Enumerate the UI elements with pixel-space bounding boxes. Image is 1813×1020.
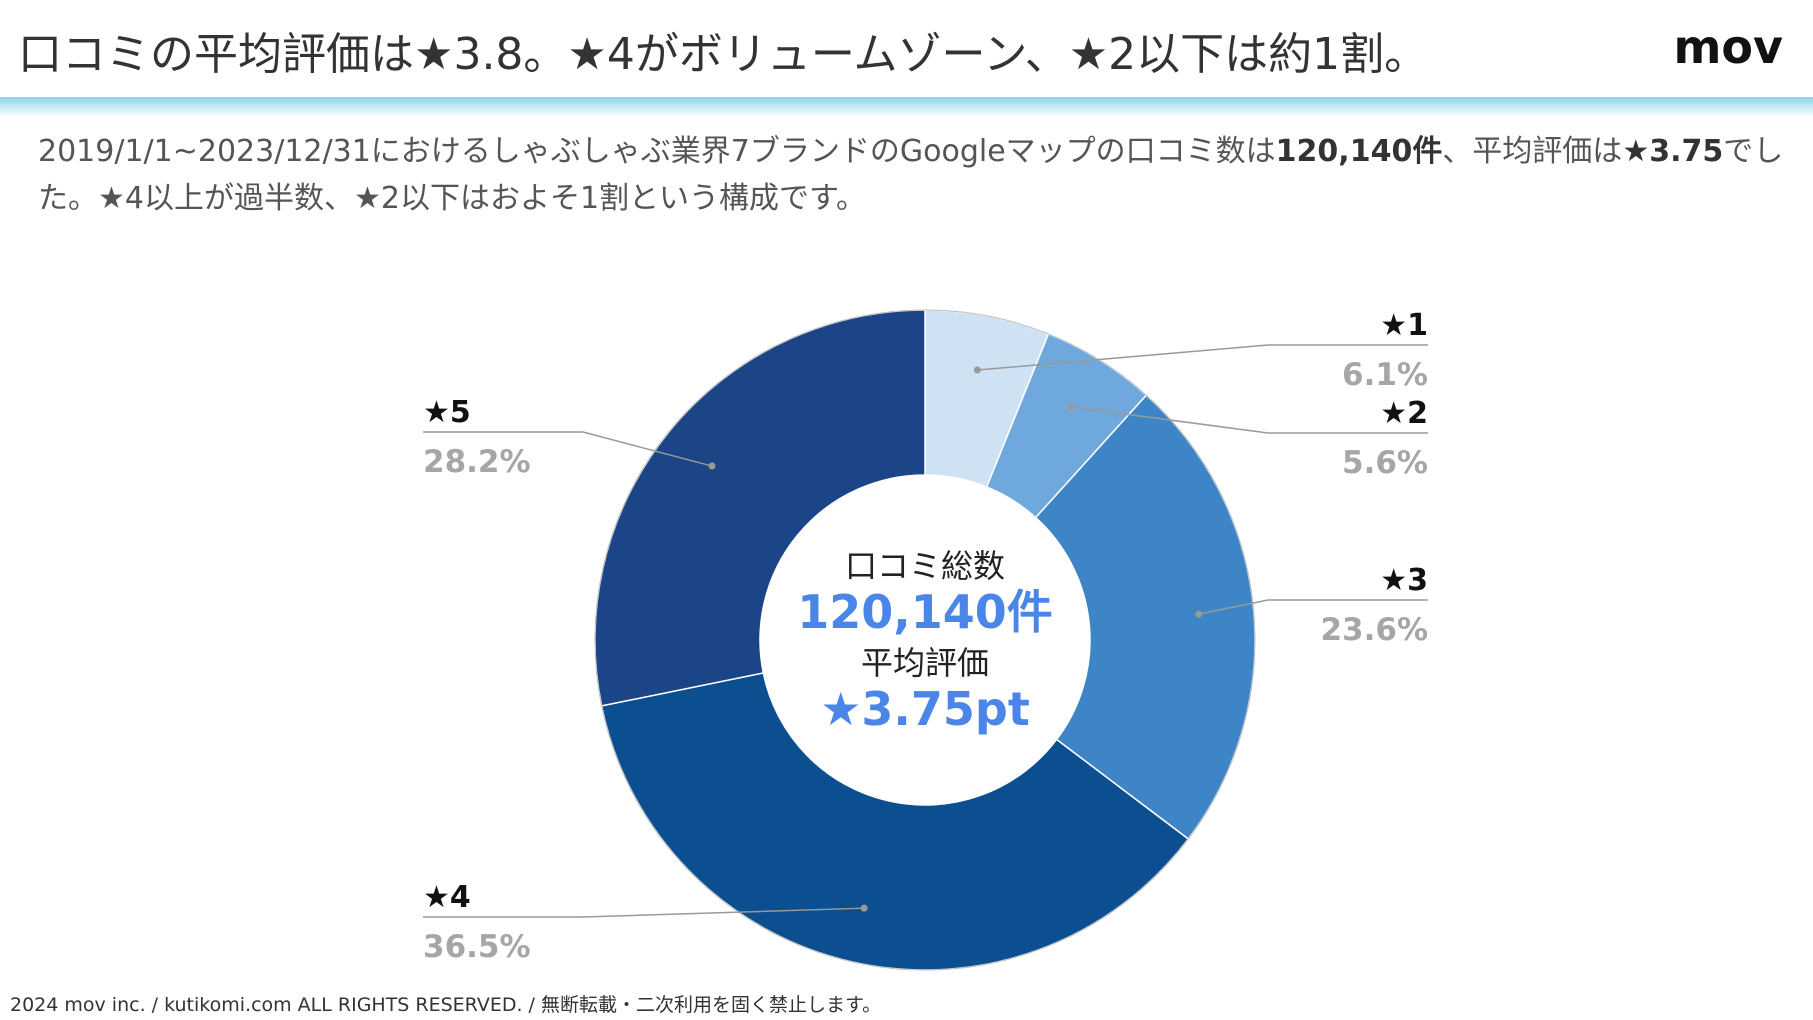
footer-copyright: 2024 mov inc. / kutikomi.com ALL RIGHTS … (10, 994, 882, 1016)
page-title: 口コミの平均評価は★3.8。★4がボリュームゾーン、★2以下は約1割。 (18, 29, 1429, 80)
leader-line-star1 (977, 344, 1428, 371)
summary-rating: ★3.75 (1622, 134, 1724, 169)
slice-value-star4: 36.5% (423, 929, 531, 965)
center-total-value: 120,140件 (797, 585, 1053, 639)
slice-value-star5: 28.2% (423, 444, 531, 480)
slice-value-star2: 5.6% (1342, 445, 1428, 481)
leader-line-star5 (423, 431, 713, 467)
donut-slices (594, 309, 1256, 971)
center-rating-label: 平均評価 (861, 644, 989, 682)
slice-label-star1: ★1 (1380, 308, 1428, 343)
header: 口コミの平均評価は★3.8。★4がボリュームゾーン、★2以下は約1割。 mov (0, 0, 1813, 100)
summary-part1: 2019/1/1~2023/12/31におけるしゃぶしゃぶ業界7ブランドのGoo… (38, 134, 1276, 169)
summary-count: 120,140件 (1275, 134, 1443, 169)
slice-label-star4: ★4 (423, 880, 471, 915)
summary-text: 2019/1/1~2023/12/31におけるしゃぶしゃぶ業界7ブランドのGoo… (38, 128, 1788, 222)
center-total-label: 口コミ総数 (845, 547, 1005, 585)
center-text: 口コミ総数 120,140件 平均評価 ★3.75pt (797, 547, 1053, 736)
summary-part2: 、平均評価は (1442, 134, 1623, 169)
donut-outer-border (594, 309, 1256, 971)
leader-line-star3 (1198, 599, 1428, 615)
slice-label-star3: ★3 (1380, 563, 1428, 598)
slice-labels: ★1 6.1%★2 5.6% ★3 23.6% ★4 36.5% ★5 28.2% (423, 308, 1428, 965)
leader-line-star2 (1070, 406, 1428, 434)
summary-part3: でした。★4以上が過半数、★2以下はおよそ1割という構成です。 (38, 134, 1784, 216)
slice-label-star5: ★5 (423, 395, 471, 430)
leader-lines (423, 344, 1428, 918)
header-divider (0, 97, 1813, 117)
slice-value-star1: 6.1% (1342, 357, 1428, 393)
center-rating-value: ★3.75pt (820, 682, 1030, 736)
leader-line-star4 (423, 907, 865, 918)
slice-label-star2: ★2 (1380, 396, 1428, 431)
slice-value-star3: 23.6% (1320, 612, 1428, 648)
mov-logo: mov (1673, 20, 1783, 74)
